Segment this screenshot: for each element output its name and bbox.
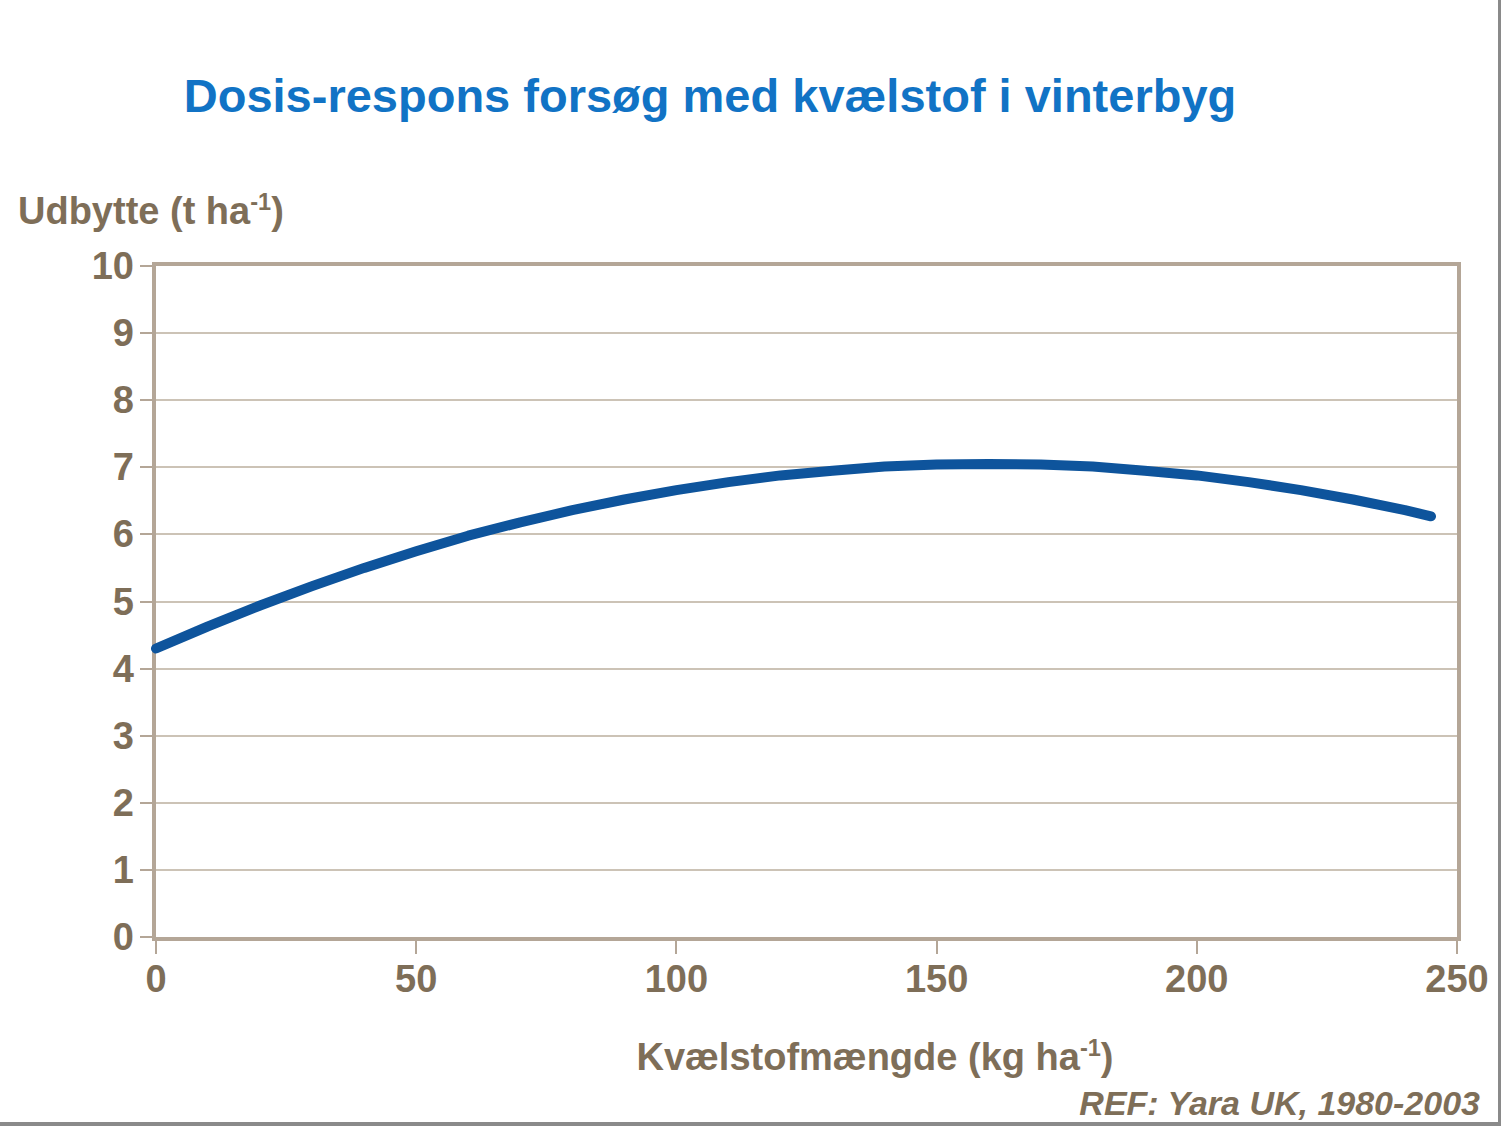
y-tick-mark-8 [140, 399, 156, 401]
x-tick-mark-150 [936, 941, 938, 954]
x-tick-mark-50 [415, 941, 417, 954]
y-tick-mark-10 [140, 265, 156, 267]
x-tick-mark-100 [675, 941, 677, 954]
x-tick-label-50: 50 [346, 958, 486, 1000]
x-tick-label-200: 200 [1127, 958, 1267, 1000]
y-tick-label-4: 4 [24, 648, 134, 690]
x-tick-label-250: 250 [1387, 958, 1501, 1000]
y-axis-title-superscript: -1 [250, 189, 271, 215]
y-tick-mark-4 [140, 668, 156, 670]
plot-area [152, 262, 1461, 941]
x-axis-title-suffix: ) [1101, 1036, 1114, 1078]
x-tick-mark-200 [1196, 941, 1198, 954]
y-tick-mark-9 [140, 332, 156, 334]
y-tick-mark-3 [140, 735, 156, 737]
x-axis-title: Kvælstofmængde (kg ha-1) [275, 1036, 1475, 1079]
y-tick-label-3: 3 [24, 715, 134, 757]
response-curve-canvas [156, 266, 1457, 937]
y-tick-mark-6 [140, 533, 156, 535]
x-axis-title-superscript: -1 [1080, 1035, 1101, 1061]
chart-title: Dosis-respons forsøg med kvælstof i vint… [0, 68, 1420, 123]
y-tick-label-5: 5 [24, 581, 134, 623]
y-tick-mark-1 [140, 869, 156, 871]
x-tick-label-100: 100 [606, 958, 746, 1000]
reference-text: REF: Yara UK, 1980-2003 [1079, 1084, 1480, 1123]
y-tick-mark-7 [140, 466, 156, 468]
response-curve [156, 464, 1431, 649]
x-axis-title-text: Kvælstofmængde (kg ha [637, 1036, 1080, 1078]
y-tick-label-7: 7 [24, 446, 134, 488]
y-tick-label-2: 2 [24, 782, 134, 824]
y-tick-mark-0 [140, 936, 156, 938]
y-tick-label-9: 9 [24, 312, 134, 354]
y-tick-label-0: 0 [24, 916, 134, 958]
x-tick-label-150: 150 [867, 958, 1007, 1000]
y-axis-title: Udbytte (t ha-1) [18, 190, 284, 233]
slide-border-bottom [0, 1122, 1501, 1126]
y-tick-label-1: 1 [24, 849, 134, 891]
y-tick-mark-2 [140, 802, 156, 804]
x-tick-mark-0 [155, 941, 157, 954]
y-axis-title-suffix: ) [271, 190, 284, 232]
y-tick-label-6: 6 [24, 513, 134, 555]
y-tick-mark-5 [140, 601, 156, 603]
slide: Dosis-respons forsøg med kvælstof i vint… [0, 0, 1501, 1126]
x-tick-label-0: 0 [86, 958, 226, 1000]
y-tick-label-8: 8 [24, 379, 134, 421]
y-tick-label-10: 10 [24, 245, 134, 287]
x-tick-mark-250 [1456, 941, 1458, 954]
y-axis-title-text: Udbytte (t ha [18, 190, 250, 232]
